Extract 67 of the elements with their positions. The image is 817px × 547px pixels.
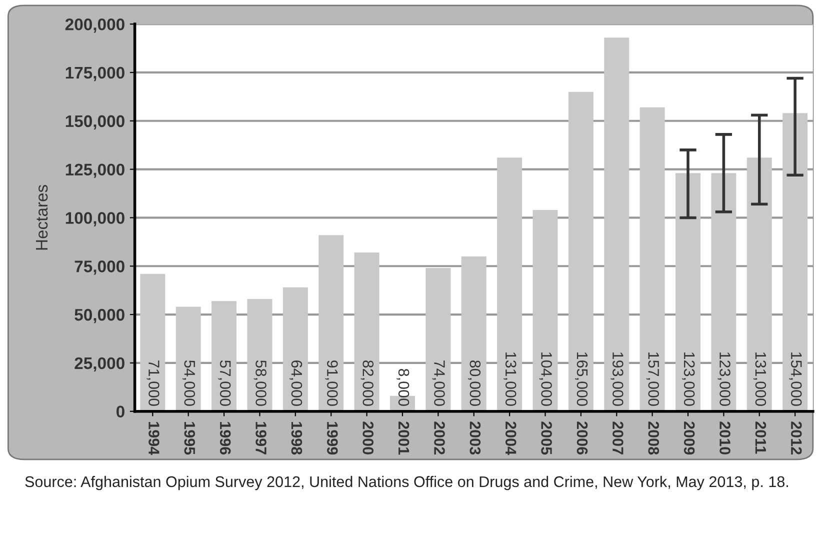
data-label: 91,000: [325, 360, 338, 406]
x-tick-label: 2009: [684, 422, 695, 454]
bar: [176, 306, 201, 412]
data-label: 104,000: [539, 352, 552, 406]
data-label: 131,000: [753, 352, 766, 406]
y-axis-title: Hectares: [36, 184, 48, 250]
x-tick-label: 2008: [648, 422, 660, 455]
bar: [318, 235, 344, 412]
data-label: 74,000: [432, 360, 445, 406]
data-label: 8,000: [396, 368, 410, 406]
y-tick-label: 175,000: [66, 66, 124, 82]
y-tick-label: 0: [116, 406, 124, 418]
bar: [140, 274, 166, 412]
bar: [461, 256, 486, 412]
x-tick-label: 2011: [755, 422, 766, 454]
bar: [212, 300, 237, 412]
data-label: 82,000: [360, 360, 374, 406]
source-note: Source: Afghanistan Opium Survey 2012, United Nations Office on Drugs and Crime, New York, May 2013, p. 18.: [25, 476, 788, 490]
y-tick-label: 100,000: [66, 212, 124, 226]
x-tick-label: 2012: [790, 422, 802, 454]
bar: [676, 173, 700, 412]
bar: [282, 287, 308, 412]
bar: [746, 158, 772, 412]
data-label: 64,000: [290, 360, 302, 406]
x-tick-label: 2004: [505, 422, 516, 455]
x-tick-label: 2003: [470, 422, 481, 454]
data-label: 123,000: [718, 352, 730, 406]
y-tick-label: 125,000: [66, 164, 124, 178]
x-tick-label: 2001: [398, 422, 410, 455]
data-label: 57,000: [218, 360, 231, 406]
data-label: 131,000: [504, 352, 516, 406]
x-tick-label: 2010: [720, 422, 730, 454]
x-tick-label: 1994: [148, 422, 160, 455]
bar: [711, 173, 736, 412]
x-tick-label: 1997: [256, 422, 266, 454]
x-tick-label: 2007: [612, 422, 624, 454]
data-label: 157,000: [646, 352, 660, 406]
data-label: 71,000: [146, 360, 160, 406]
bar: [426, 268, 451, 412]
data-label: 80,000: [468, 360, 481, 406]
y-tick-label: 25,000: [74, 357, 124, 372]
bar: [782, 113, 808, 412]
x-tick-label: 1995: [184, 422, 196, 455]
y-tick-label: 150,000: [66, 115, 124, 130]
x-tick-label: 1998: [291, 422, 302, 455]
y-tick-label: 75,000: [74, 260, 124, 275]
bar: [640, 107, 665, 412]
x-tick-label: 1999: [327, 422, 338, 454]
data-label: 165,000: [575, 352, 588, 406]
y-tick-label: 200,000: [65, 18, 124, 33]
x-tick-label: 2005: [541, 422, 552, 455]
x-tick-label: 1996: [220, 422, 231, 454]
x-tick-label: 2002: [434, 422, 445, 454]
bar: [532, 210, 558, 412]
x-tick-label: 2006: [576, 422, 588, 454]
bar: [604, 38, 630, 412]
data-label: 154,000: [789, 352, 802, 406]
bar: [568, 92, 594, 412]
data-label: 123,000: [682, 352, 695, 406]
x-tick-label: 2000: [362, 422, 374, 454]
data-label: 54,000: [182, 360, 196, 406]
data-label: 193,000: [610, 352, 624, 406]
data-label: 58,000: [254, 360, 266, 406]
bar: [497, 158, 522, 412]
bar: [247, 299, 272, 412]
bar: [354, 252, 380, 412]
y-tick-label: 50,000: [74, 308, 124, 324]
